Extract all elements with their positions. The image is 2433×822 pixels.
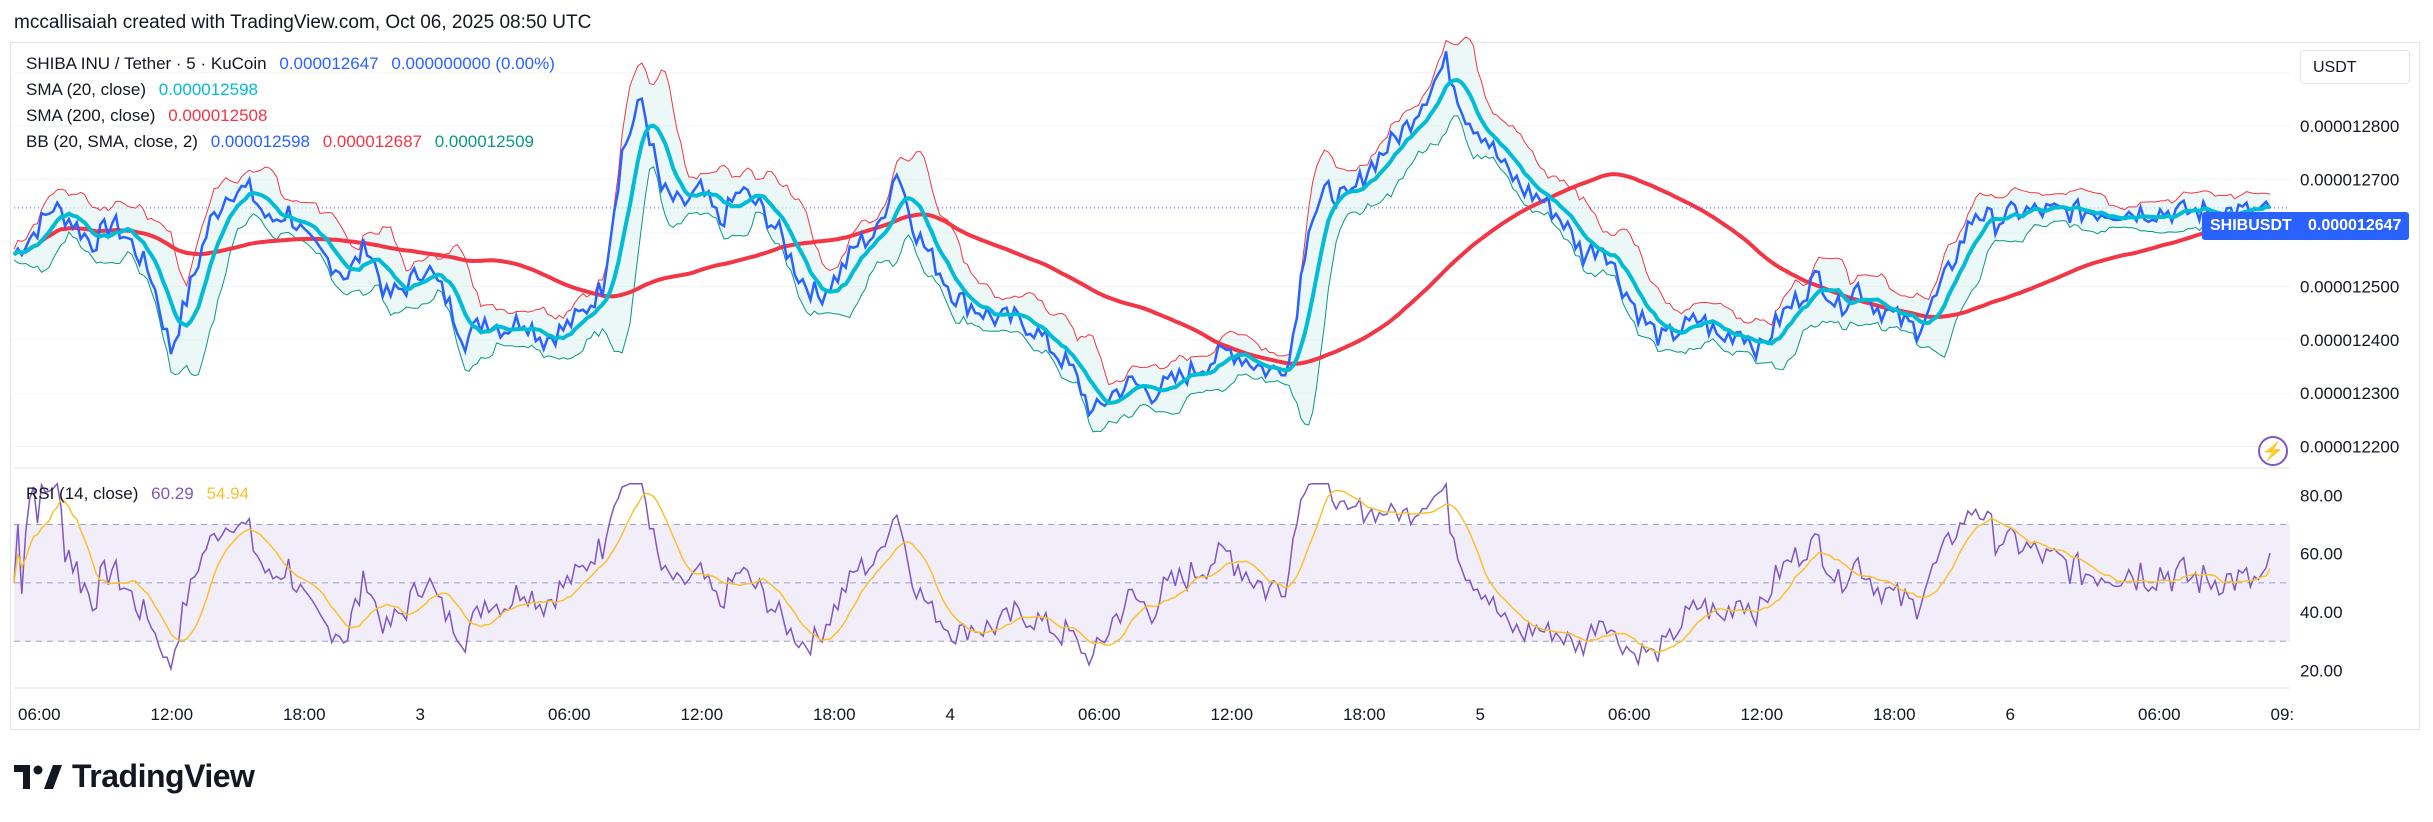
rsi-ma-path xyxy=(13,489,2271,654)
time-tick-label: 5 xyxy=(1476,705,1485,724)
currency-selector[interactable]: USDT xyxy=(2300,50,2410,84)
price-tag-value: 0.000012647 xyxy=(2300,212,2410,240)
time-tick-label: 4 xyxy=(946,705,955,724)
legend-sma200-row[interactable]: SMA (200, close) 0.000012508 xyxy=(26,106,275,126)
rsi-tick-label: 20.00 xyxy=(2300,661,2343,680)
price-tick-label: 0.000012300 xyxy=(2300,384,2399,403)
lightning-icon[interactable]: ⚡ xyxy=(2258,436,2288,466)
symbol-name[interactable]: SHIBA INU / Tether · 5 · KuCoin xyxy=(26,54,267,73)
price-axis: 0.0000129000.0000128000.0000127000.00001… xyxy=(2300,64,2399,457)
time-axis: 06:00 12:00 18:00 3 06:00 12:00 18:00 4 06:00 12:… xyxy=(14,687,2295,724)
bb-fill xyxy=(14,37,2270,432)
sma20-value: 0.000012598 xyxy=(158,80,259,99)
tradingview-logo[interactable]: TradingView xyxy=(14,758,255,795)
bb-label: BB (20, SMA, close, 2) xyxy=(26,132,198,151)
bb-upper: 0.000012687 xyxy=(322,132,422,151)
price-change: 0.000000000 (0.00%) xyxy=(391,54,555,73)
legend-bb-row[interactable]: BB (20, SMA, close, 2) 0.000012598 0.000… xyxy=(26,132,542,152)
time-tick-label: 06:00 xyxy=(18,705,61,724)
rsi-path xyxy=(13,481,2271,672)
last-price: 0.000012647 xyxy=(279,54,379,73)
rsi-lines xyxy=(13,481,2271,672)
legend-sma20-row[interactable]: SMA (20, close) 0.000012598 xyxy=(26,80,266,100)
sma20-path xyxy=(12,78,2271,406)
chart-frame xyxy=(10,42,2420,730)
time-tick-label: 12:00 xyxy=(1741,705,1784,724)
rsi-value: 60.29 xyxy=(151,484,194,503)
sma200-value: 0.000012508 xyxy=(168,106,268,125)
bb-upper-line xyxy=(13,36,2271,386)
price-tick-label: 0.000012400 xyxy=(2300,331,2399,350)
bb-lower: 0.000012509 xyxy=(434,132,534,151)
legend-symbol-row[interactable]: SHIBA INU / Tether · 5 · KuCoin 0.000012… xyxy=(26,54,563,74)
time-tick-label: 18:00 xyxy=(283,705,326,724)
time-tick-label: 3 xyxy=(416,705,425,724)
time-tick-label: 12:00 xyxy=(151,705,194,724)
price-tick-label: 0.000012500 xyxy=(2300,277,2399,296)
rsi-axis: 80.00 60.00 40.00 20.00 xyxy=(2300,486,2343,680)
rsi-label: RSI (14, close) xyxy=(26,484,139,503)
price-tick-label: 0.000012700 xyxy=(2300,171,2399,190)
price-tick-label: 0.000012200 xyxy=(2300,438,2399,457)
time-tick-label: 18:00 xyxy=(1343,705,1386,724)
sma200-label: SMA (200, close) xyxy=(26,106,156,125)
legend-rsi-row[interactable]: RSI (14, close) 60.29 54.94 xyxy=(26,484,257,504)
sma-20-line xyxy=(12,78,2271,406)
time-tick-label: 06:00 xyxy=(1608,705,1651,724)
bollinger-bands xyxy=(13,36,2271,433)
price-grid xyxy=(14,72,2290,469)
time-tick-label: 09: xyxy=(2271,705,2295,724)
logo-text: TradingView xyxy=(72,758,255,794)
rsi-tick-label: 80.00 xyxy=(2300,486,2343,505)
price-tag-ticker: SHIBUSDT xyxy=(2202,212,2300,240)
sma20-label: SMA (20, close) xyxy=(26,80,146,99)
tradingview-mark-icon xyxy=(14,764,62,789)
time-tick-label: 06:00 xyxy=(2138,705,2181,724)
attribution: mccallisaiah created with TradingView.co… xyxy=(14,12,592,33)
time-tick-label: 06:00 xyxy=(1078,705,1121,724)
price-tick-label: 0.000012800 xyxy=(2300,117,2399,136)
rsi-tick-label: 60.00 xyxy=(2300,545,2343,564)
time-tick-label: 12:00 xyxy=(681,705,724,724)
time-tick-label: 06:00 xyxy=(548,705,591,724)
time-tick-label: 6 xyxy=(2006,705,2015,724)
time-tick-label: 18:00 xyxy=(813,705,856,724)
rsi-ma-value: 54.94 xyxy=(206,484,249,503)
rsi-tick-label: 40.00 xyxy=(2300,603,2343,622)
time-tick-label: 18:00 xyxy=(1873,705,1916,724)
bb-basis: 0.000012598 xyxy=(210,132,310,151)
time-tick-label: 12:00 xyxy=(1211,705,1254,724)
bb-lower-line xyxy=(13,115,2271,433)
